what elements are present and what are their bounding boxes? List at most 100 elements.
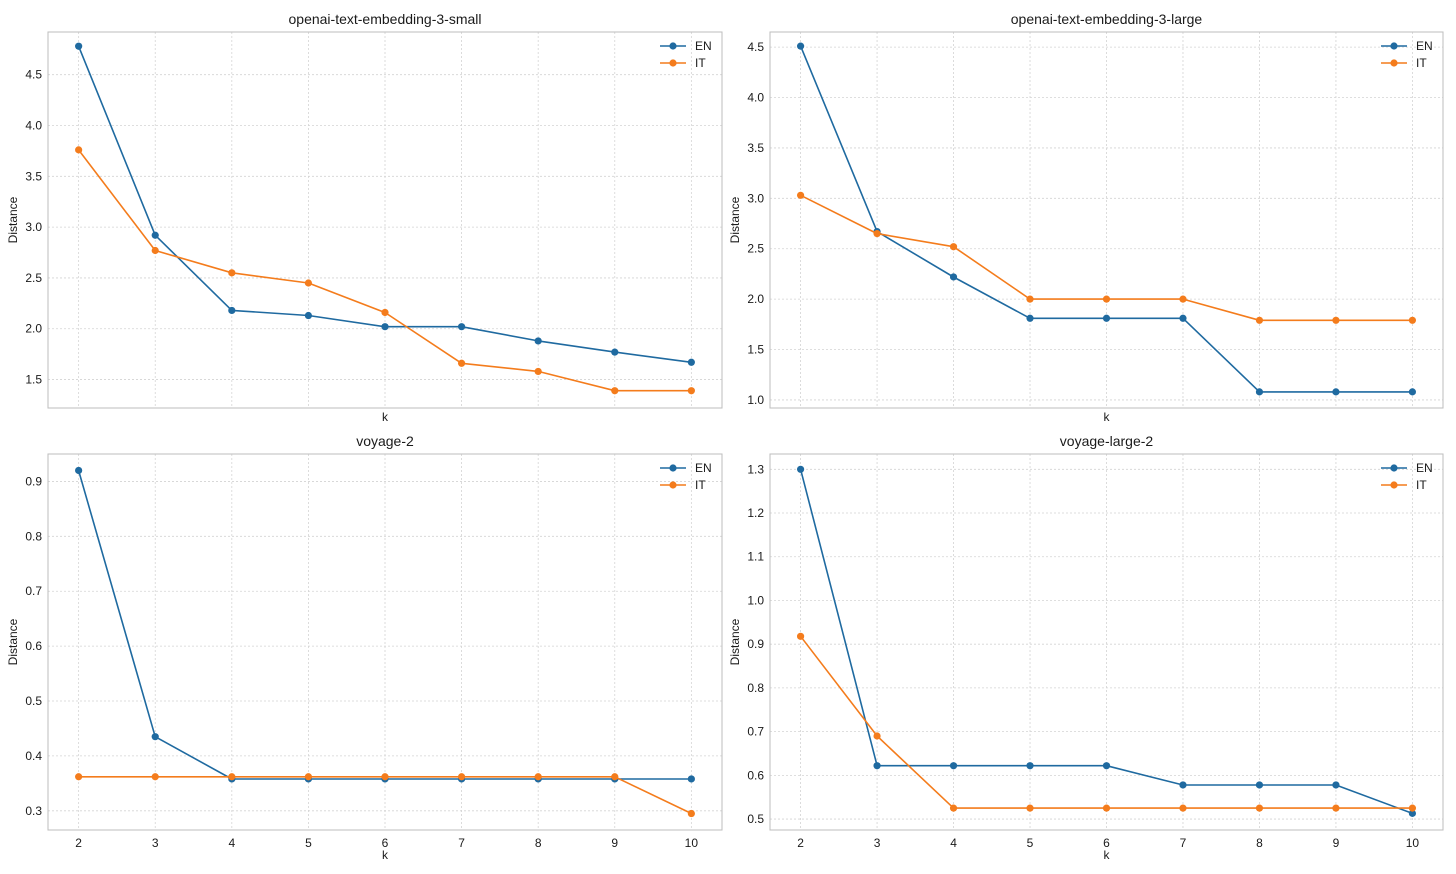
y-tick-label: 0.3 [25, 804, 42, 818]
data-point [1102, 762, 1111, 770]
grid [48, 32, 722, 408]
legend-label: IT [695, 478, 706, 492]
data-point [796, 465, 805, 473]
data-point [1026, 295, 1034, 303]
y-tick-label: 2.0 [25, 322, 42, 336]
y-tick-label: 0.4 [25, 749, 42, 763]
data-point [949, 243, 958, 251]
data-point [534, 367, 542, 376]
data-point [304, 773, 313, 781]
chart-panel-2: 1.0 1.5 2.0 2.5 3.0 3.5 4.0 4.5 openai-text-embe… [728, 11, 1444, 424]
legend-marker [669, 464, 677, 472]
x-tick-label: 8 [535, 836, 542, 850]
x-tick-label: 10 [1406, 836, 1420, 850]
legend-marker [669, 59, 677, 67]
legend-marker [1390, 42, 1398, 50]
x-tick-label: 5 [1027, 836, 1034, 850]
data-point [1026, 804, 1034, 812]
x-tick-label: 4 [950, 836, 957, 850]
data-point [151, 733, 159, 741]
x-tick-label: 4 [228, 836, 235, 850]
series-it [796, 632, 1417, 812]
series-it [75, 773, 695, 818]
data-point [687, 358, 695, 366]
data-point [1255, 316, 1264, 324]
chart-title: voyage-large-2 [1060, 433, 1154, 449]
data-point [457, 359, 466, 367]
chart-panel-1: 1.5 2.0 2.5 3.0 3.5 4.0 4.5 openai-text-embeddi… [6, 11, 723, 424]
data-point [1255, 781, 1264, 789]
series-en [796, 42, 1417, 396]
data-point [1026, 762, 1034, 770]
data-point [611, 387, 619, 395]
data-point [381, 323, 389, 331]
y-tick-label: 0.6 [25, 639, 42, 653]
y-tick-label: 2.0 [747, 292, 764, 306]
y-axis-label: Distance [728, 618, 742, 665]
x-tick-label: 9 [611, 836, 618, 850]
y-axis-label: Distance [728, 196, 742, 243]
legend-marker [1390, 59, 1398, 67]
data-point [1026, 314, 1034, 322]
y-tick-label: 1.3 [747, 462, 764, 476]
data-point [381, 773, 389, 781]
x-tick-label: 2 [75, 836, 82, 850]
plot-frame [47, 31, 723, 409]
data-point [151, 231, 159, 239]
data-point [796, 42, 805, 50]
x-axis-label: k [382, 848, 389, 862]
x-tick-label: 3 [152, 836, 159, 850]
chart-panel-3: 0.3 0.4 0.5 0.6 0.7 0.8 0.9 2 3 4 5 6 7 8 9 10 voyage-2 k… [6, 433, 723, 862]
x-axis-label: k [382, 410, 389, 424]
series-en [75, 42, 695, 366]
data-point [457, 323, 466, 331]
y-tick-label: 2.5 [25, 271, 42, 285]
data-point [1408, 388, 1417, 396]
y-tick-label: 3.5 [25, 169, 42, 183]
y-tick-label: 0.9 [747, 637, 764, 651]
data-point [1255, 804, 1264, 812]
data-point [611, 348, 619, 356]
data-point [151, 246, 159, 255]
x-tick-label: 8 [1256, 836, 1263, 850]
data-point [1332, 388, 1340, 396]
data-point [1332, 804, 1340, 812]
legend-marker [669, 481, 677, 489]
data-point [949, 273, 958, 281]
data-point [228, 306, 236, 315]
x-tick-label: 6 [382, 836, 389, 850]
legend-label: EN [695, 461, 712, 475]
data-point [1179, 314, 1187, 322]
x-tick-label: 10 [685, 836, 699, 850]
data-point [1255, 388, 1264, 396]
y-tick-label: 3.0 [25, 220, 42, 234]
legend-marker [1390, 481, 1398, 489]
data-point [949, 762, 958, 770]
y-tick-label: 0.6 [747, 768, 764, 782]
y-tick-label: 1.0 [747, 393, 764, 407]
data-point [534, 773, 542, 781]
legend: EN IT [660, 461, 712, 492]
y-tick-label: 3.5 [747, 141, 764, 155]
y-tick-label: 1.5 [25, 373, 42, 387]
x-axis-label: k [1104, 410, 1111, 424]
x-tick-label: 7 [1180, 836, 1187, 850]
x-tick-label: 6 [1103, 836, 1110, 850]
y-tick-label: 4.5 [25, 68, 42, 82]
chart-panel-4: 0.5 0.6 0.7 0.8 0.9 1.0 1.1 1.2 1.3 2 3 4 5 6 7 8 9 10 voy… [728, 433, 1444, 862]
data-point [228, 773, 236, 781]
data-point [1102, 295, 1111, 303]
series-en [796, 465, 1417, 817]
data-point [796, 191, 805, 199]
legend-marker [1390, 464, 1398, 472]
plot-frame [47, 453, 723, 831]
data-point [687, 387, 695, 395]
data-point [687, 775, 695, 783]
plot-frame [769, 31, 1444, 409]
data-point [1102, 314, 1111, 322]
legend-label: EN [1416, 461, 1433, 475]
data-point [75, 773, 83, 781]
data-point [457, 773, 466, 781]
x-tick-label: 9 [1333, 836, 1340, 850]
